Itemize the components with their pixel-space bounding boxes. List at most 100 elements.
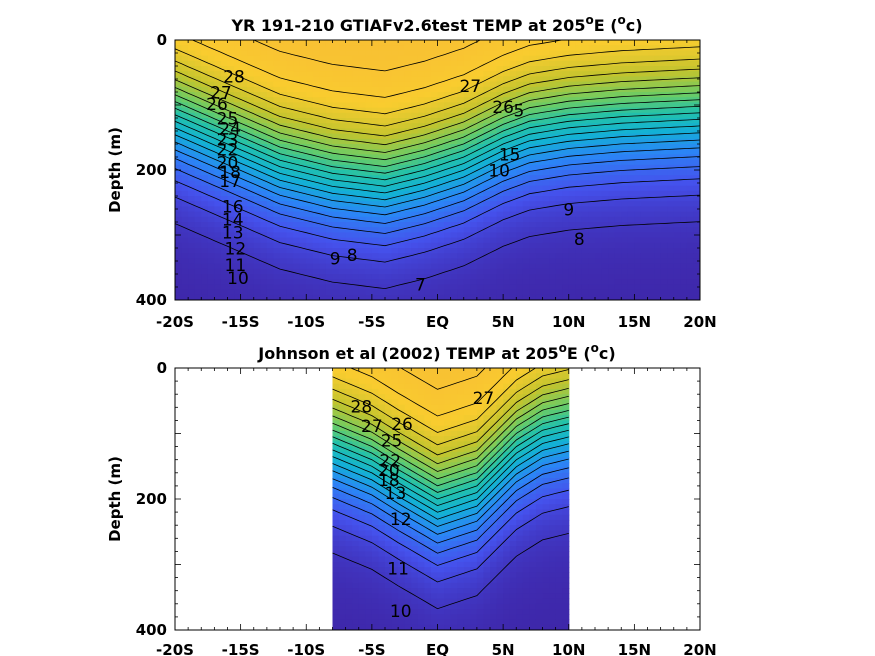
heatmap-cell bbox=[411, 248, 419, 254]
heatmap-cell bbox=[496, 40, 504, 46]
heatmap-cell bbox=[339, 133, 347, 140]
heatmap-cell bbox=[529, 289, 537, 296]
heatmap-cell bbox=[417, 107, 425, 114]
heatmap-cell bbox=[627, 242, 635, 249]
heatmap-cell bbox=[424, 81, 432, 88]
heatmap-cell bbox=[391, 71, 399, 77]
heatmap-cell bbox=[194, 253, 202, 259]
heatmap-cell bbox=[549, 268, 557, 275]
heatmap-cell bbox=[398, 546, 406, 552]
heatmap-cell bbox=[404, 274, 412, 280]
heatmap-cell bbox=[424, 472, 432, 479]
heatmap-cell bbox=[385, 289, 393, 296]
heatmap-cell bbox=[234, 170, 242, 176]
heatmap-cell bbox=[516, 268, 524, 275]
heatmap-cell bbox=[391, 451, 399, 458]
heatmap-cell bbox=[332, 499, 340, 505]
x-tick-label: 10N bbox=[552, 313, 585, 331]
heatmap-cell bbox=[621, 138, 629, 145]
heatmap-cell bbox=[555, 55, 563, 62]
heatmap-cell bbox=[430, 253, 439, 259]
heatmap-cell bbox=[385, 483, 393, 490]
heatmap-cell bbox=[424, 71, 432, 77]
heatmap-cell bbox=[549, 258, 557, 265]
heatmap-cell bbox=[634, 201, 642, 207]
heatmap-cell bbox=[627, 279, 635, 285]
heatmap-cell bbox=[365, 415, 373, 421]
heatmap-cell bbox=[450, 232, 458, 239]
heatmap-cell bbox=[404, 180, 412, 187]
heatmap-cell bbox=[463, 289, 471, 296]
heatmap-cell bbox=[332, 446, 340, 453]
heatmap-cell bbox=[555, 294, 563, 300]
heatmap-cell bbox=[240, 180, 248, 187]
heatmap-cell bbox=[227, 185, 235, 192]
heatmap-cell bbox=[312, 263, 320, 270]
heatmap-cell bbox=[522, 253, 530, 259]
heatmap-cell bbox=[568, 149, 576, 155]
heatmap-cell bbox=[470, 71, 478, 77]
heatmap-cell bbox=[608, 196, 616, 202]
heatmap-cell bbox=[385, 211, 393, 218]
heatmap-cell bbox=[595, 268, 603, 275]
heatmap-cell bbox=[234, 237, 242, 244]
heatmap-cell bbox=[325, 180, 334, 187]
heatmap-cell bbox=[640, 196, 649, 202]
heatmap-cell bbox=[339, 457, 347, 463]
heatmap-cell bbox=[549, 112, 557, 119]
heatmap-cell bbox=[627, 185, 635, 192]
heatmap-cell bbox=[378, 567, 386, 573]
heatmap-cell bbox=[352, 593, 360, 600]
heatmap-cell bbox=[345, 133, 353, 140]
heatmap-cell bbox=[411, 530, 419, 537]
heatmap-cell bbox=[490, 71, 498, 77]
heatmap-cell bbox=[260, 180, 268, 187]
heatmap-cell bbox=[194, 50, 202, 57]
heatmap-cell bbox=[562, 180, 570, 187]
heatmap-cell bbox=[325, 253, 334, 259]
heatmap-cell bbox=[325, 284, 334, 291]
heatmap-cell bbox=[358, 430, 366, 437]
heatmap-cell bbox=[627, 50, 635, 57]
contour-line bbox=[175, 99, 700, 168]
heatmap-cell bbox=[417, 144, 425, 150]
heatmap-cell bbox=[293, 211, 301, 218]
heatmap-cell bbox=[430, 66, 439, 72]
heatmap-cell bbox=[693, 190, 700, 197]
heatmap-cell bbox=[175, 180, 183, 187]
heatmap-cell bbox=[319, 86, 327, 93]
heatmap-cell bbox=[312, 242, 320, 249]
heatmap-cell bbox=[673, 227, 681, 233]
heatmap-cell bbox=[293, 201, 301, 207]
heatmap-cell bbox=[444, 242, 452, 249]
heatmap-cell bbox=[411, 97, 419, 103]
heatmap-cell bbox=[260, 133, 268, 140]
heatmap-cell bbox=[260, 175, 268, 181]
heatmap-cell bbox=[680, 144, 688, 150]
heatmap-cell bbox=[490, 107, 498, 114]
heatmap-cell bbox=[503, 170, 511, 176]
heatmap-cell bbox=[345, 457, 353, 463]
heatmap-cell bbox=[391, 598, 399, 605]
heatmap-cell bbox=[404, 60, 412, 67]
heatmap-cell bbox=[595, 86, 603, 93]
heatmap-cell bbox=[332, 483, 340, 490]
heatmap-cell bbox=[214, 50, 222, 57]
heatmap-cell bbox=[175, 118, 183, 124]
heatmap-cell bbox=[595, 128, 603, 135]
heatmap-cell bbox=[627, 138, 635, 145]
heatmap-cell bbox=[247, 40, 255, 46]
heatmap-cell bbox=[398, 258, 406, 265]
heatmap-cell bbox=[201, 170, 209, 176]
heatmap-cell bbox=[476, 216, 485, 223]
heatmap-cell bbox=[470, 175, 478, 181]
heatmap-cell bbox=[240, 112, 248, 119]
heatmap-cell bbox=[542, 112, 550, 119]
heatmap-cell bbox=[358, 211, 366, 218]
heatmap-cell bbox=[398, 55, 406, 62]
heatmap-cell bbox=[273, 274, 281, 280]
heatmap-cell bbox=[391, 55, 399, 62]
heatmap-cell bbox=[509, 242, 517, 249]
heatmap-cell bbox=[542, 185, 550, 192]
heatmap-cell bbox=[247, 149, 255, 155]
